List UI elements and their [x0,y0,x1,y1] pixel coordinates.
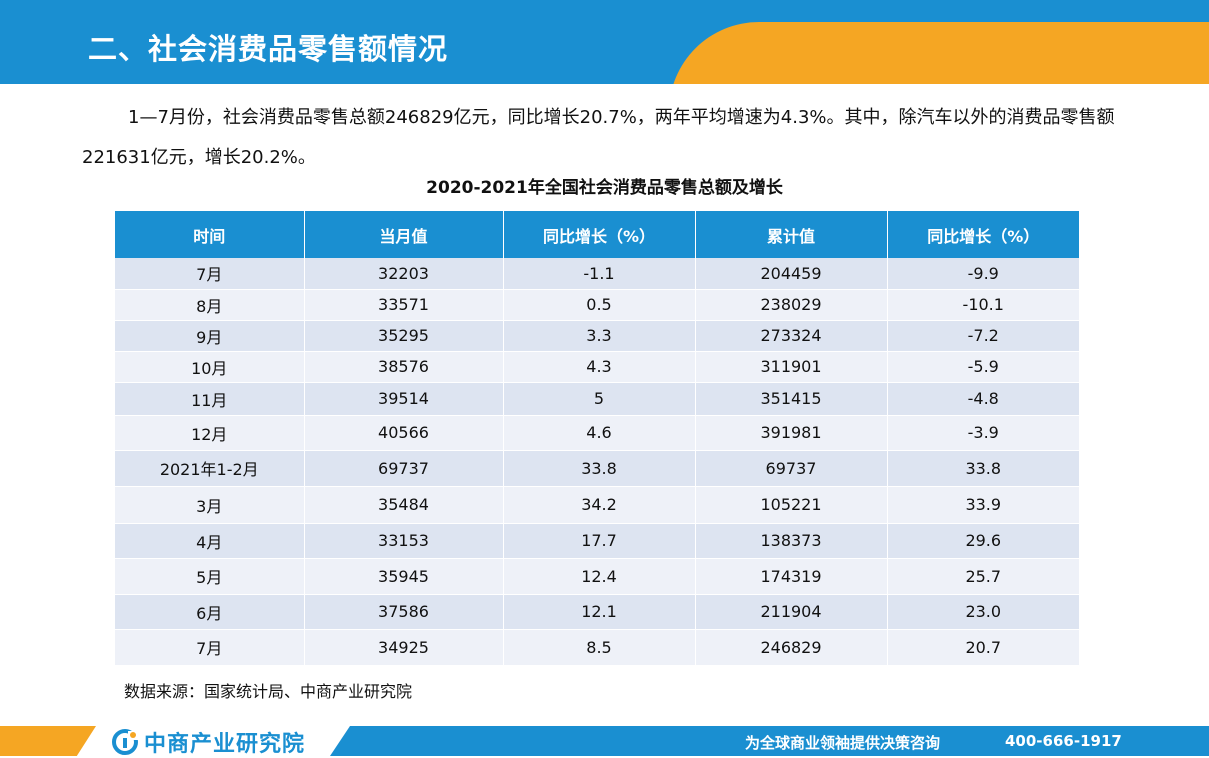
table-cell: -4.8 [887,382,1079,416]
table-cell: 6月 [115,594,305,630]
table-body: 7月 32203 -1.1 204459 -9.9 8月 33571 0.5 238029 -10… [115,258,1079,666]
table-cell: 12月 [115,415,305,451]
table-cell: 33.9 [887,486,1079,524]
table-cell: 8.5 [503,629,696,666]
table-cell: 25.7 [887,558,1079,595]
data-source-note: 数据来源：国家统计局、中商产业研究院 [124,682,413,701]
table-cell: -10.1 [887,289,1079,321]
table-header-cell: 当月值 [304,211,504,258]
footer-logo: 中商产业研究院 [112,728,306,757]
table-cell: 3月 [115,486,305,524]
intro-text: 1—7月份，社会消费品零售总额246829亿元，同比增长20.7%，两年平均增速… [82,107,1115,168]
intro-paragraph: 1—7月份，社会消费品零售总额246829亿元，同比增长20.7%，两年平均增速… [82,98,1142,178]
table-cell: 35295 [304,320,504,352]
table-header-row: 时间 当月值 同比增长（%） 累计值 同比增长（%） [115,211,1079,258]
table-cell: 5月 [115,558,305,595]
table-cell: 7月 [115,629,305,666]
logo-text: 中商产业研究院 [144,732,306,757]
table-cell: 238029 [695,289,888,321]
table-row: 8月 33571 0.5 238029 -10.1 [115,289,1079,321]
table-cell: 12.4 [503,558,696,595]
table-row: 3月 35484 34.2 105221 33.9 [115,486,1079,524]
table-cell: -9.9 [887,258,1079,290]
table-cell: 246829 [695,629,888,666]
page-title: 二、社会消费品零售额情况 [88,32,449,66]
table-cell: 69737 [304,450,504,487]
table-cell: 211904 [695,594,888,630]
footer-blue-bar [330,726,1209,756]
header-orange-swoosh [669,22,1209,84]
table-cell: 32203 [304,258,504,290]
table-cell: -7.2 [887,320,1079,352]
table-cell: 33571 [304,289,504,321]
logo-icon [112,729,138,755]
table-cell: 10月 [115,351,305,383]
table-cell: -5.9 [887,351,1079,383]
table-row: 4月 33153 17.7 138373 29.6 [115,523,1079,559]
table-cell: 351415 [695,382,888,416]
table-cell: -3.9 [887,415,1079,451]
table-cell: 105221 [695,486,888,524]
table-cell: 2021年1-2月 [115,450,305,487]
table-cell: 12.1 [503,594,696,630]
table-cell: 138373 [695,523,888,559]
table-row: 7月 32203 -1.1 204459 -9.9 [115,258,1079,290]
table-cell: 37586 [304,594,504,630]
table-cell: 311901 [695,351,888,383]
table-cell: 204459 [695,258,888,290]
table-cell: 35484 [304,486,504,524]
footer-phone: 400-666-1917 [1005,732,1122,750]
table-row: 9月 35295 3.3 273324 -7.2 [115,320,1079,352]
table-cell: 34925 [304,629,504,666]
table-cell: 3.3 [503,320,696,352]
table-cell: 5 [503,382,696,416]
table-cell: 9月 [115,320,305,352]
table-cell: 4月 [115,523,305,559]
footer-slogan: 为全球商业领袖提供决策咨询 [745,734,941,752]
table-cell: 11月 [115,382,305,416]
table-cell: 0.5 [503,289,696,321]
table-cell: 4.3 [503,351,696,383]
table-row: 6月 37586 12.1 211904 23.0 [115,594,1079,630]
table-title: 2020-2021年全国社会消费品零售总额及增长 [426,178,783,198]
table-cell: 33.8 [503,450,696,487]
table-cell: 33.8 [887,450,1079,487]
retail-sales-table: 时间 当月值 同比增长（%） 累计值 同比增长（%） 7月 32203 -1.1 204459… [115,211,1079,666]
table-cell: 33153 [304,523,504,559]
table-row: 10月 38576 4.3 311901 -5.9 [115,351,1079,383]
table-cell: 23.0 [887,594,1079,630]
table-cell: 4.6 [503,415,696,451]
table-row: 2021年1-2月 69737 33.8 69737 33.8 [115,450,1079,487]
footer-orange-bar [0,726,96,756]
table-cell: 20.7 [887,629,1079,666]
table-cell: 391981 [695,415,888,451]
table-cell: 39514 [304,382,504,416]
table-header-cell: 同比增长（%） [887,211,1079,258]
table-header-cell: 累计值 [695,211,888,258]
table-cell: 273324 [695,320,888,352]
header-banner: 二、社会消费品零售额情况 [0,0,1209,84]
table-cell: 174319 [695,558,888,595]
table-cell: 29.6 [887,523,1079,559]
table-header-cell: 时间 [115,211,305,258]
table-row: 12月 40566 4.6 391981 -3.9 [115,415,1079,451]
table-header-cell: 同比增长（%） [503,211,696,258]
table-cell: 8月 [115,289,305,321]
table-row: 11月 39514 5 351415 -4.8 [115,382,1079,416]
table-cell: 17.7 [503,523,696,559]
table-cell: 69737 [695,450,888,487]
table-cell: -1.1 [503,258,696,290]
table-cell: 38576 [304,351,504,383]
table-cell: 40566 [304,415,504,451]
table-cell: 34.2 [503,486,696,524]
footer: 中商产业研究院 为全球商业领袖提供决策咨询 400-666-1917 [0,722,1209,757]
table-row: 7月 34925 8.5 246829 20.7 [115,629,1079,666]
table-cell: 35945 [304,558,504,595]
table-cell: 7月 [115,258,305,290]
table-row: 5月 35945 12.4 174319 25.7 [115,558,1079,595]
